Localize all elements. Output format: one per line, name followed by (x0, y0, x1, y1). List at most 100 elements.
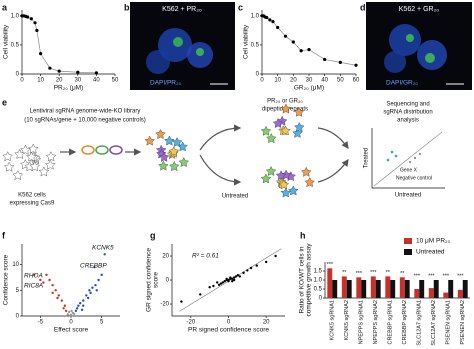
point (323, 57, 327, 62)
point (76, 70, 80, 74)
y-tick-label: 0.5 (314, 287, 323, 293)
point (78, 301, 82, 305)
point (48, 278, 51, 282)
cell-icon (2, 151, 13, 162)
annotation: R² = 0.61 (192, 253, 219, 260)
point (299, 49, 303, 53)
y-tick-label: 0.5 (251, 42, 260, 48)
annotation: KCNK5 (92, 245, 114, 252)
point (217, 283, 221, 286)
cell-icon (293, 106, 305, 117)
untreated-text: Untreated (222, 194, 248, 200)
point (283, 34, 288, 38)
plot-y-label: Treated (364, 148, 370, 168)
point (227, 280, 230, 283)
x-tick-label: 50 (112, 78, 119, 84)
point (85, 294, 88, 297)
significance: *** (443, 273, 450, 279)
cell-icon (20, 144, 31, 155)
cell-icon (266, 133, 277, 144)
point (100, 273, 103, 277)
bar (433, 280, 439, 298)
y-tick-label: 0 (16, 72, 20, 78)
x-tick-label: 10 (37, 78, 44, 84)
y-tick-label: 20 (162, 254, 169, 260)
point (246, 269, 249, 272)
bar (361, 280, 367, 298)
point (77, 304, 80, 307)
y-axis-label: GR signed confidence (146, 248, 153, 312)
x-tick-label: -20 (186, 320, 195, 326)
significance: *** (428, 273, 435, 279)
x-tick-label: 5 (100, 320, 104, 326)
cell-icon (164, 135, 175, 146)
point (232, 276, 236, 279)
point (354, 63, 358, 67)
x-tick-label: 20 (263, 320, 270, 326)
point (229, 276, 232, 279)
cell-icon (280, 125, 291, 136)
cell-icon (301, 166, 312, 177)
point (238, 275, 241, 278)
x-tick-label: CREBBP sgRNA1 (388, 300, 394, 345)
bar (428, 288, 434, 298)
cell-icon (26, 151, 37, 162)
schematic-e: Lentiviral sgRNA genome-wide-KO library … (10, 99, 445, 207)
cell-icon (169, 161, 180, 172)
point (88, 289, 91, 292)
point (199, 293, 202, 296)
point (208, 286, 211, 289)
significance: *** (327, 262, 334, 268)
cell-icon (29, 161, 40, 172)
arrow (199, 124, 242, 151)
point (231, 280, 234, 283)
image-title: K562 + GR₂₀ (399, 6, 440, 13)
x-tick-label: 40 (321, 78, 328, 84)
significance: ** (342, 270, 347, 276)
point (234, 275, 238, 278)
point (180, 300, 183, 303)
significance: *** (414, 273, 421, 279)
point (29, 17, 33, 21)
x-tick-label: NPEPPS sgRNA1 (359, 300, 365, 344)
panel-label: b (124, 2, 130, 12)
y-axis-label: competitive growth assay (306, 243, 313, 317)
bar (341, 276, 347, 298)
point (80, 308, 84, 312)
bar (346, 280, 352, 298)
x-tick-label: SLC12A7 sgRNA2 (431, 300, 437, 346)
point (48, 66, 52, 70)
point (219, 282, 223, 285)
bar (385, 276, 391, 298)
fit-curve (22, 15, 97, 74)
annotation: CREBBP (80, 263, 107, 270)
point (74, 309, 78, 313)
negative-label: Negative control (396, 175, 432, 181)
x-tick-label: 0 (227, 320, 231, 326)
point (66, 313, 70, 316)
cell-icon (171, 137, 183, 147)
y-axis-label: score (153, 272, 160, 288)
point (225, 277, 228, 280)
cell-icon (280, 103, 292, 114)
bar (443, 292, 449, 298)
cell-icon (168, 146, 180, 156)
x-tick-label: PSENEN sgRNA2 (460, 300, 466, 345)
point (54, 289, 57, 292)
library-text: Lentiviral sgRNA genome-wide-KO library (30, 109, 141, 115)
y-tick-label: -20 (160, 302, 169, 308)
point (265, 15, 269, 20)
point (70, 309, 73, 313)
point (75, 307, 79, 310)
point (97, 278, 100, 282)
point (94, 71, 98, 75)
image-title: K562 + PR₂₀ (162, 6, 202, 13)
significance: *** (356, 271, 363, 277)
y-tick-label: 0 (319, 296, 323, 302)
x-tick-label: 20 (290, 78, 297, 84)
bar (327, 268, 333, 298)
point (62, 307, 65, 310)
bar (457, 289, 463, 298)
cell-icon (304, 177, 315, 188)
